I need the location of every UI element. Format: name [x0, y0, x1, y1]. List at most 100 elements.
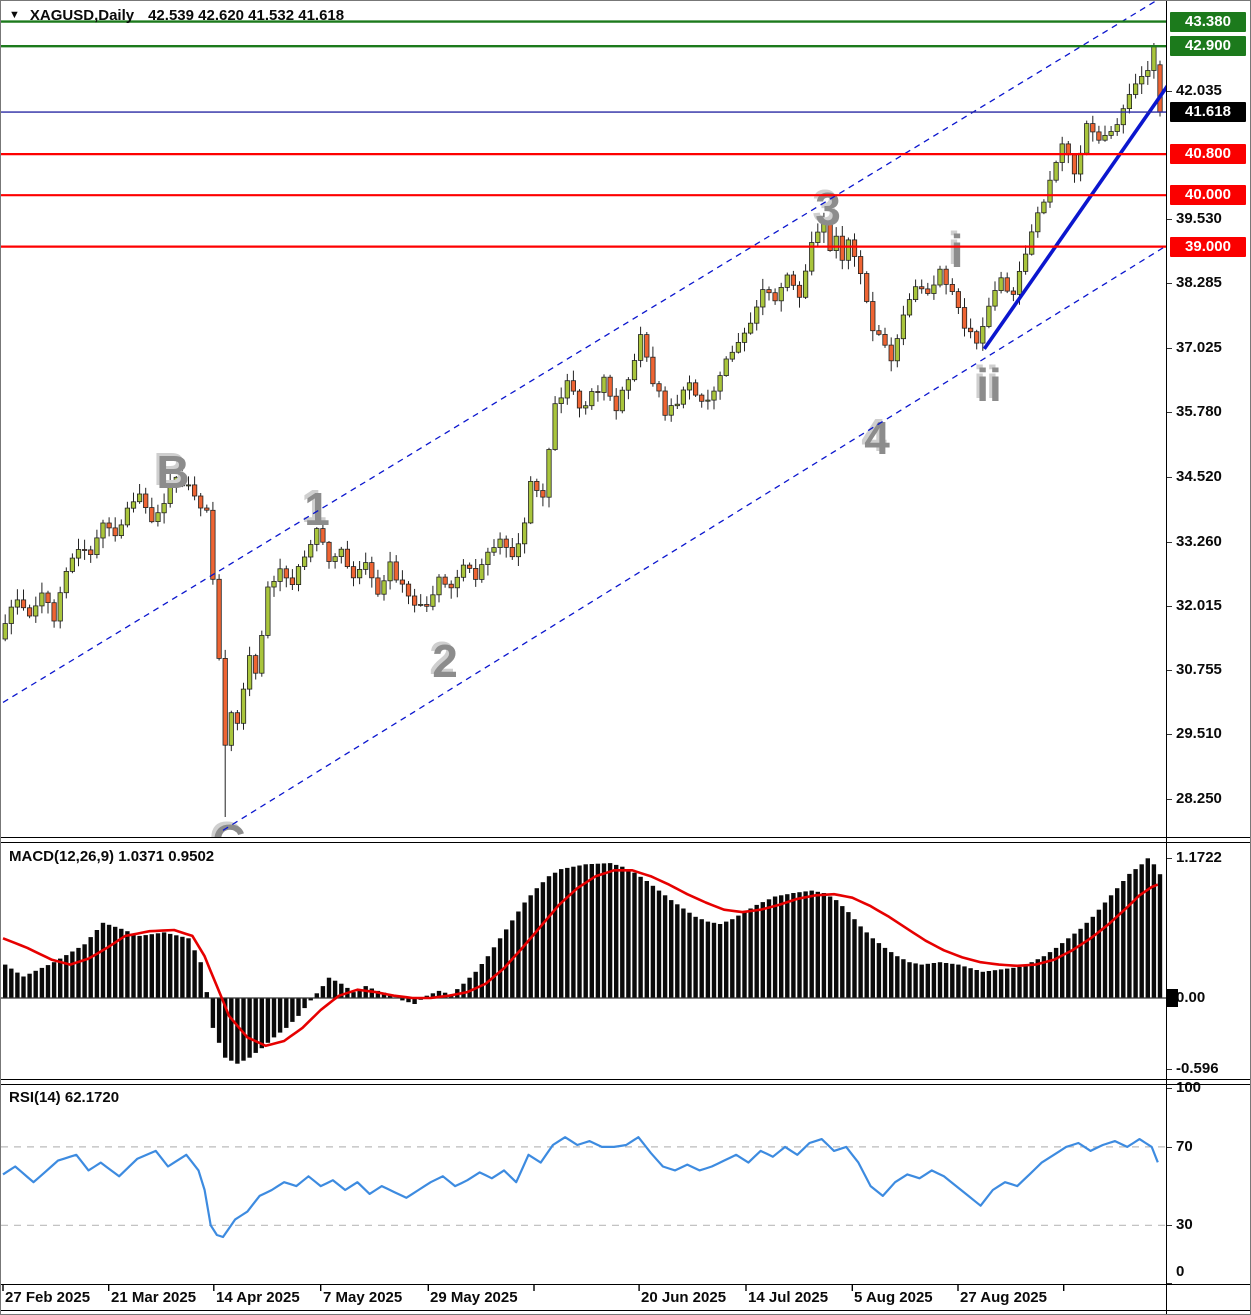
rsi-panel[interactable] — [1, 1136, 1166, 1239]
trendline[interactable] — [222, 244, 1166, 831]
wave-label[interactable]: B — [156, 446, 189, 498]
candle-body — [839, 235, 845, 261]
macd-histogram-bar — [216, 998, 222, 1043]
candle-body — [1096, 131, 1102, 141]
macd-histogram-bar — [943, 963, 949, 998]
candle-body — [717, 375, 723, 392]
trendline[interactable] — [2, 1, 1166, 703]
candle-body — [191, 484, 198, 497]
macd-histogram-bar — [748, 908, 753, 999]
wave-label-shadow: i — [948, 222, 961, 274]
macd-histogram-bar — [33, 970, 38, 998]
trendline[interactable] — [982, 82, 1166, 350]
candle-body — [491, 547, 497, 553]
macd-histogram-bar — [1078, 928, 1083, 999]
candle-body — [772, 292, 778, 302]
candle-body — [265, 586, 271, 636]
symbol-dropdown-icon[interactable]: ▼ — [9, 9, 20, 21]
candle-body — [992, 290, 998, 307]
wave-label[interactable]: 4 — [864, 412, 890, 464]
candle-body — [631, 360, 638, 381]
panel-separator[interactable] — [1, 842, 1250, 843]
macd-histogram-bar — [846, 912, 851, 999]
macd-histogram-bar — [546, 876, 552, 998]
price-axis-label: 38.285 — [1176, 274, 1222, 291]
candle-body — [332, 556, 338, 562]
candle-body — [94, 537, 100, 556]
price-scale[interactable]: 42.035 39.530 38.285 37.025 35.780 34.520 33.2… — [1167, 1, 1250, 1314]
time-axis-line — [1, 1284, 1250, 1285]
candle-body — [980, 325, 986, 344]
price-level-badge: 40.000 — [1170, 185, 1246, 205]
macd-histogram-bar — [772, 896, 778, 998]
price-axis-label: 37.025 — [1176, 339, 1222, 356]
candle-body — [1004, 277, 1010, 292]
candle-body — [625, 379, 632, 391]
candle-body — [473, 568, 479, 580]
candle-body — [803, 270, 809, 298]
candle-body — [937, 268, 943, 286]
macd-histogram-bar — [88, 937, 93, 998]
macd-histogram-bar — [1066, 938, 1071, 998]
panel-separator[interactable] — [1, 837, 1250, 838]
macd-histogram-bar — [840, 906, 845, 998]
macd-histogram-bar — [815, 891, 820, 999]
macd-histogram-bar — [119, 928, 124, 999]
symbol-period-label: XAGUSD,Daily — [29, 7, 135, 24]
candle-body — [173, 476, 179, 485]
macd-histogram-bar — [681, 908, 686, 999]
candle-body — [546, 449, 552, 498]
candle-body — [185, 484, 192, 487]
axis-tick — [1167, 219, 1172, 220]
rsi-axis-label: 70 — [1176, 1138, 1193, 1155]
rsi-axis-label: 100 — [1176, 1079, 1202, 1096]
macd-histogram-bar — [412, 998, 417, 1004]
wave-label[interactable]: ii — [976, 359, 1002, 411]
macd-panel[interactable] — [1, 858, 1166, 1064]
candle-body — [283, 568, 289, 579]
macd-histogram-bar — [58, 958, 63, 998]
macd-histogram-bar — [210, 998, 216, 1028]
date-axis-label: 5 Aug 2025 — [854, 1289, 933, 1306]
candle-body — [320, 528, 326, 543]
candle-body — [570, 380, 577, 392]
candle-body — [662, 390, 668, 416]
macd-histogram-bar — [180, 936, 185, 998]
macd-histogram-bar — [45, 965, 51, 999]
macd-histogram-bar — [711, 922, 717, 998]
candle-body — [784, 274, 790, 288]
candle-body — [356, 569, 363, 579]
candle-body — [876, 330, 882, 335]
macd-histogram-bar — [125, 931, 130, 999]
macd-histogram-bar — [1139, 864, 1144, 998]
time-scale[interactable]: 27 Feb 2025 21 Mar 2025 14 Apr 2025 7 May 2… — [1, 1289, 1166, 1313]
wave-label[interactable]: C — [212, 815, 245, 867]
macd-histogram-bar — [94, 930, 100, 999]
macd-histogram-bar — [271, 998, 277, 1038]
candle-body — [674, 403, 680, 407]
candle-body — [418, 604, 424, 606]
candle-body — [723, 358, 729, 377]
candle-body — [75, 549, 82, 559]
axis-tick — [1167, 91, 1172, 92]
wave-label[interactable]: 1 — [304, 483, 330, 535]
macd-histogram-bar — [736, 915, 741, 998]
wave-label[interactable]: 2 — [432, 635, 458, 687]
panel-separator[interactable] — [1, 1084, 1250, 1085]
candle-body — [381, 580, 387, 595]
macd-histogram-bar — [436, 990, 442, 999]
wave-label[interactable]: i — [951, 225, 964, 277]
candle-body — [906, 299, 913, 316]
macd-histogram-bar — [730, 919, 735, 998]
panel-separator[interactable] — [1, 1079, 1250, 1080]
macd-histogram-bar — [1060, 943, 1065, 998]
macd-histogram-bar — [809, 890, 814, 999]
wave-label-shadow: C — [209, 812, 242, 864]
candle-body — [1053, 162, 1059, 181]
wave-label[interactable]: 3 — [815, 183, 841, 235]
candle-body — [888, 344, 894, 362]
candle-body — [210, 509, 216, 580]
macd-histogram-bar — [82, 944, 87, 998]
